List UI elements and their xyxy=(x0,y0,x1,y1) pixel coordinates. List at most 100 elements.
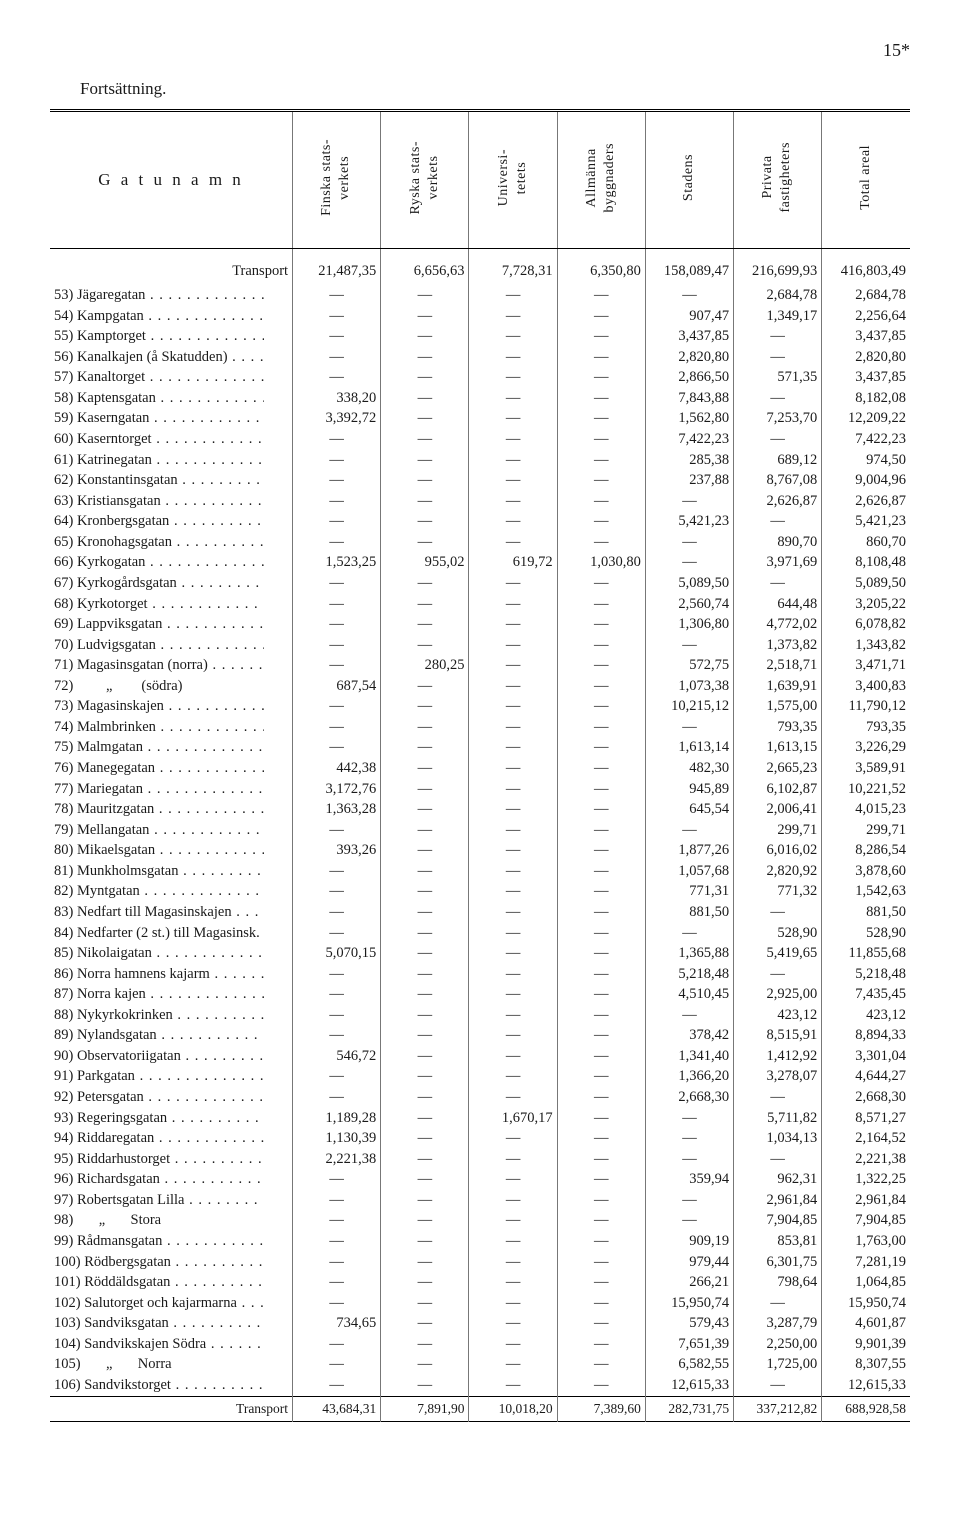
cell-value: 423,12 xyxy=(734,1005,822,1026)
cell-value: — xyxy=(557,594,645,615)
table-row: 102) Salutorget och kajarmarna————15,950… xyxy=(50,1293,910,1314)
cell-value: — xyxy=(293,820,381,841)
cell-value: 1,877,26 xyxy=(645,841,733,862)
cell-value: — xyxy=(293,286,381,307)
row-name: 75) Malmgatan xyxy=(50,738,293,759)
cell-value: — xyxy=(469,759,557,780)
cell-value: 5,218,48 xyxy=(822,964,910,985)
table-row: 100) Rödbergsgatan————979,446,301,757,28… xyxy=(50,1252,910,1273)
cell-value: 5,089,50 xyxy=(645,573,733,594)
cell-value: 338,20 xyxy=(293,388,381,409)
cell-value: — xyxy=(557,676,645,697)
row-name: 73) Magasinskajen xyxy=(50,697,293,718)
cell-value: — xyxy=(293,1252,381,1273)
table-row: 58) Kaptensgatan338,20———7,843,88—8,182,… xyxy=(50,388,910,409)
cell-value: — xyxy=(293,573,381,594)
cell-value: — xyxy=(734,512,822,533)
cell-value: 546,72 xyxy=(293,1046,381,1067)
row-name: 54) Kampgatan xyxy=(50,306,293,327)
cell-value: 962,31 xyxy=(734,1170,822,1191)
cell-value: — xyxy=(381,1149,469,1170)
page-number: 15* xyxy=(50,40,910,61)
cell-value: — xyxy=(381,327,469,348)
data-table: G a t u n a m n Finska stats-verkets Rys… xyxy=(50,109,910,1422)
row-name: 106) Sandvikstorget xyxy=(50,1375,293,1396)
row-name: 91) Parkgatan xyxy=(50,1067,293,1088)
cell-value: — xyxy=(734,1293,822,1314)
cell-value: — xyxy=(469,615,557,636)
header-col-5: Privatafastigheters xyxy=(734,111,822,249)
cell-value: — xyxy=(381,347,469,368)
transport-label: Transport xyxy=(50,252,293,286)
cell-value: 2,820,80 xyxy=(645,347,733,368)
row-name: 53) Jägaregatan xyxy=(50,286,293,307)
cell-value: — xyxy=(381,615,469,636)
cell-value: — xyxy=(469,861,557,882)
cell-value: 1,366,20 xyxy=(645,1067,733,1088)
cell-value: — xyxy=(381,368,469,389)
cell-value: 5,070,15 xyxy=(293,944,381,965)
cell-value: 6,582,55 xyxy=(645,1355,733,1376)
cell-value: — xyxy=(557,430,645,451)
row-name: 56) Kanalkajen (å Skatudden) xyxy=(50,347,293,368)
cell-value: — xyxy=(734,573,822,594)
cell-value: — xyxy=(469,1231,557,1252)
cell-value: 8,571,27 xyxy=(822,1108,910,1129)
cell-value: — xyxy=(557,1026,645,1047)
cell-value: 3,226,29 xyxy=(822,738,910,759)
cell-value: 689,12 xyxy=(734,450,822,471)
cell-value: 7,435,45 xyxy=(822,985,910,1006)
cell-value: 6,350,80 xyxy=(557,252,645,286)
cell-value: — xyxy=(557,985,645,1006)
cell-value: — xyxy=(645,1149,733,1170)
cell-value: — xyxy=(381,759,469,780)
cell-value: — xyxy=(645,491,733,512)
table-row: 78) Mauritzgatan1,363,28———645,542,006,4… xyxy=(50,800,910,821)
row-name: 76) Manegegatan xyxy=(50,759,293,780)
cell-value: 1,542,63 xyxy=(822,882,910,903)
cell-value: 4,644,27 xyxy=(822,1067,910,1088)
cell-value: 6,102,87 xyxy=(734,779,822,800)
cell-value: — xyxy=(557,1231,645,1252)
header-col-3: Allmännabyggnaders xyxy=(557,111,645,249)
cell-value: — xyxy=(557,450,645,471)
row-name: 84) Nedfarter (2 st.) till Magasinsk. xyxy=(50,923,293,944)
cell-value: — xyxy=(557,306,645,327)
cell-value: — xyxy=(381,388,469,409)
table-row: 53) Jägaregatan—————2,684,782,684,78 xyxy=(50,286,910,307)
cell-value: — xyxy=(469,532,557,553)
table-row: 92) Petersgatan————2,668,30—2,668,30 xyxy=(50,1088,910,1109)
cell-value: — xyxy=(381,800,469,821)
cell-value: — xyxy=(381,1005,469,1026)
cell-value: — xyxy=(469,388,557,409)
cell-value: 7,904,85 xyxy=(734,1211,822,1232)
row-name: 100) Rödbergsgatan xyxy=(50,1252,293,1273)
cell-value: 853,81 xyxy=(734,1231,822,1252)
cell-value: — xyxy=(557,491,645,512)
cell-value: — xyxy=(469,306,557,327)
cell-value: 3,392,72 xyxy=(293,409,381,430)
cell-value: — xyxy=(557,1375,645,1396)
cell-value: 442,38 xyxy=(293,759,381,780)
table-row: 96) Richardsgatan————359,94962,311,322,2… xyxy=(50,1170,910,1191)
cell-value: — xyxy=(293,532,381,553)
cell-value: — xyxy=(293,1334,381,1355)
cell-value: 11,790,12 xyxy=(822,697,910,718)
cell-value: 771,31 xyxy=(645,882,733,903)
cell-value: — xyxy=(381,1231,469,1252)
cell-value: — xyxy=(469,697,557,718)
cell-value: 15,950,74 xyxy=(822,1293,910,1314)
cell-value: 579,43 xyxy=(645,1314,733,1335)
cell-value: 8,767,08 xyxy=(734,471,822,492)
cell-value: 688,928,58 xyxy=(822,1396,910,1421)
cell-value: — xyxy=(381,964,469,985)
cell-value: — xyxy=(734,430,822,451)
cell-value: 1,412,92 xyxy=(734,1046,822,1067)
cell-value: — xyxy=(645,286,733,307)
cell-value: — xyxy=(381,635,469,656)
cell-value: — xyxy=(293,1026,381,1047)
cell-value: — xyxy=(469,944,557,965)
table-row: 95) Riddarhustorget2,221,38—————2,221,38 xyxy=(50,1149,910,1170)
cell-value: 2,684,78 xyxy=(734,286,822,307)
cell-value: — xyxy=(469,1067,557,1088)
